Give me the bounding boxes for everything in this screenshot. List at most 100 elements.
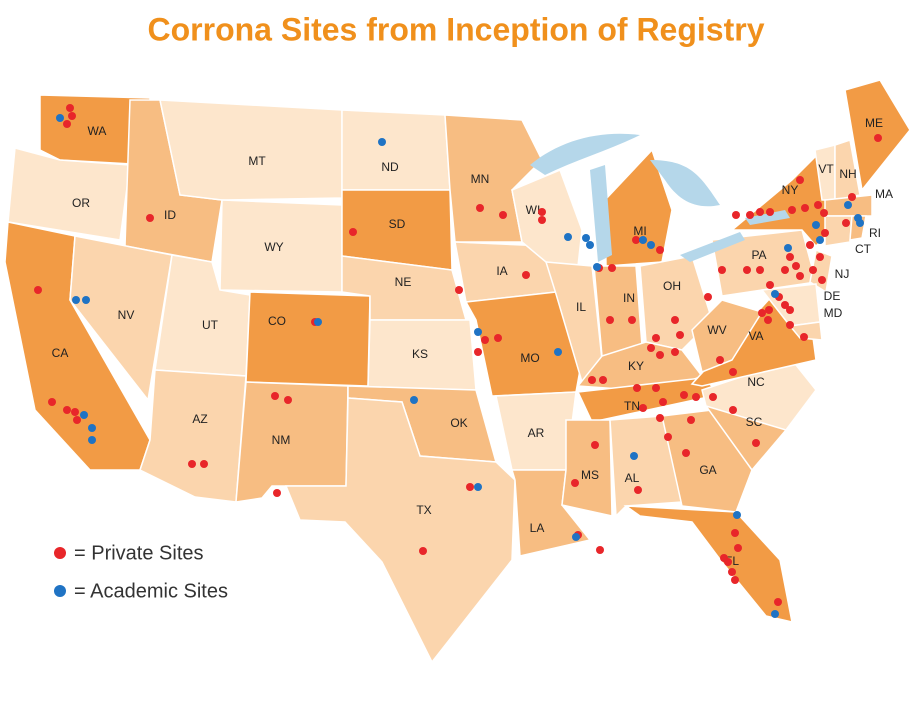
private-site-dot bbox=[781, 266, 789, 274]
lake-ontario bbox=[745, 210, 790, 225]
private-site-dot bbox=[704, 293, 712, 301]
academic-site-dot bbox=[771, 290, 779, 298]
state-label: LA bbox=[530, 521, 545, 535]
academic-site-dot bbox=[572, 533, 580, 541]
legend-dot-academic bbox=[54, 585, 66, 597]
private-site-dot bbox=[188, 460, 196, 468]
private-site-dot bbox=[522, 271, 530, 279]
private-site-dot bbox=[63, 120, 71, 128]
state-label: SC bbox=[746, 415, 763, 429]
state-label: CA bbox=[52, 346, 69, 360]
private-site-dot bbox=[494, 334, 502, 342]
state-label: UT bbox=[202, 318, 219, 332]
private-site-dot bbox=[538, 208, 546, 216]
state-shape bbox=[834, 139, 861, 201]
private-site-dot bbox=[734, 544, 742, 552]
private-site-dot bbox=[814, 201, 822, 209]
lake-michigan bbox=[590, 165, 612, 262]
state-shape bbox=[139, 369, 247, 503]
academic-site-dot bbox=[554, 348, 562, 356]
state-label: NV bbox=[118, 308, 135, 322]
state-label: DE bbox=[824, 289, 841, 303]
private-site-dot bbox=[765, 306, 773, 314]
private-site-dot bbox=[801, 204, 809, 212]
academic-site-dot bbox=[647, 241, 655, 249]
academic-site-dot bbox=[733, 511, 741, 519]
private-site-dot bbox=[788, 206, 796, 214]
state-label: NH bbox=[839, 167, 856, 181]
state-label: IL bbox=[576, 300, 586, 314]
state-label: MD bbox=[824, 306, 843, 320]
private-site-dot bbox=[806, 241, 814, 249]
map-title: Corrona Sites from Inception of Registry bbox=[148, 11, 765, 47]
private-site-dot bbox=[786, 321, 794, 329]
private-site-dot bbox=[671, 348, 679, 356]
private-site-dot bbox=[271, 392, 279, 400]
private-site-dot bbox=[599, 376, 607, 384]
private-site-dot bbox=[821, 229, 829, 237]
state-shape bbox=[623, 505, 793, 623]
private-site-dot bbox=[419, 547, 427, 555]
private-site-dot bbox=[63, 406, 71, 414]
private-site-dot bbox=[628, 316, 636, 324]
academic-site-dot bbox=[630, 452, 638, 460]
private-site-dot bbox=[664, 433, 672, 441]
state-shape bbox=[661, 409, 753, 513]
state-label: MS bbox=[581, 468, 599, 482]
academic-site-dot bbox=[812, 221, 820, 229]
private-site-dot bbox=[764, 316, 772, 324]
lake-superior bbox=[530, 133, 640, 175]
private-site-dot bbox=[499, 211, 507, 219]
academic-site-dot bbox=[582, 234, 590, 242]
state-label: PA bbox=[751, 248, 766, 262]
private-site-dot bbox=[474, 348, 482, 356]
private-site-dot bbox=[716, 356, 724, 364]
private-site-dot bbox=[633, 384, 641, 392]
private-site-dot bbox=[671, 316, 679, 324]
private-site-dot bbox=[756, 208, 764, 216]
state-labels: WA OR CA ID NV MT WY UT AZ CO NM ND SD NE KS OK TX MN IA MO… bbox=[52, 116, 893, 568]
state-label: NM bbox=[272, 433, 291, 447]
private-site-dot bbox=[588, 376, 596, 384]
private-site-dot bbox=[774, 598, 782, 606]
academic-site-dot bbox=[474, 328, 482, 336]
state-label: WY bbox=[264, 240, 283, 254]
academic-site-dot bbox=[88, 424, 96, 432]
academic-site-dot bbox=[474, 483, 482, 491]
private-site-dot bbox=[48, 398, 56, 406]
private-site-dot bbox=[571, 479, 579, 487]
private-site-dot bbox=[731, 529, 739, 537]
private-site-dot bbox=[66, 104, 74, 112]
academic-site-dot bbox=[639, 236, 647, 244]
state-shapes bbox=[4, 79, 911, 664]
academic-site-dot bbox=[856, 219, 864, 227]
state-label: OH bbox=[663, 279, 681, 293]
academic-site-dot bbox=[72, 296, 80, 304]
private-site-dot bbox=[820, 209, 828, 217]
academic-site-dot bbox=[586, 241, 594, 249]
state-label: KS bbox=[412, 347, 428, 361]
private-site-dot bbox=[349, 228, 357, 236]
private-site-dot bbox=[476, 204, 484, 212]
private-site-dot bbox=[538, 216, 546, 224]
private-site-dot bbox=[816, 253, 824, 261]
state-label: VA bbox=[748, 329, 763, 343]
state-label: WV bbox=[707, 323, 726, 337]
state-label: MO bbox=[520, 351, 539, 365]
private-site-dot bbox=[481, 336, 489, 344]
state-label: OK bbox=[450, 416, 467, 430]
state-label: MI bbox=[633, 224, 646, 238]
private-site-dot bbox=[647, 344, 655, 352]
academic-site-dot bbox=[771, 610, 779, 618]
private-site-dot bbox=[591, 441, 599, 449]
private-site-dot bbox=[800, 333, 808, 341]
private-site-dot bbox=[200, 460, 208, 468]
state-label: SD bbox=[389, 217, 406, 231]
private-site-dot bbox=[146, 214, 154, 222]
state-shape bbox=[691, 299, 764, 374]
private-site-dot bbox=[34, 286, 42, 294]
state-label: WI bbox=[526, 203, 541, 217]
private-site-dot bbox=[466, 483, 474, 491]
private-site-dot bbox=[766, 281, 774, 289]
